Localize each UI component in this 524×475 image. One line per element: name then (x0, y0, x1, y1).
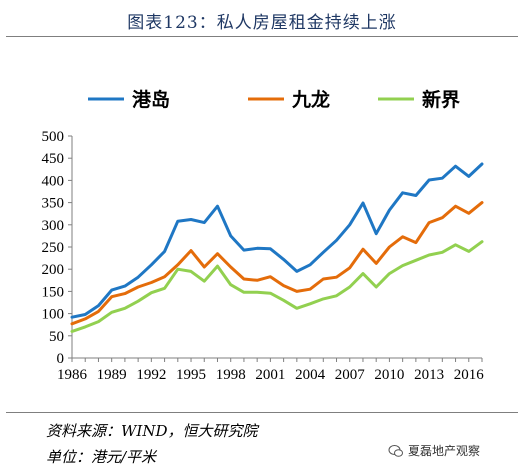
footer-divider (6, 412, 518, 413)
title-divider (6, 36, 518, 37)
legend-label-1: 港岛 (132, 88, 170, 111)
source-note: 资料来源：WIND，恒大研究院 (46, 422, 258, 440)
x-tick-label: 1998 (216, 367, 246, 383)
x-tick-label: 2016 (454, 367, 485, 383)
x-tick-label: 1992 (136, 367, 166, 383)
page-title: 图表123：私人房屋租金持续上涨 (127, 13, 397, 33)
y-tick-label: 450 (42, 151, 65, 167)
x-tick-label: 2010 (374, 367, 404, 383)
x-tick-label: 2007 (335, 367, 366, 383)
y-tick-label: 400 (42, 173, 65, 189)
x-tick-label: 2004 (295, 367, 326, 383)
legend-label-3: 新界 (422, 88, 460, 111)
legend-label-2: 九龙 (291, 88, 330, 111)
series-line-1 (70, 162, 484, 319)
watermark: 夏磊地产观察 (388, 442, 480, 459)
y-tick-label: 50 (49, 329, 64, 345)
series-line-3 (70, 240, 484, 333)
y-tick-label: 500 (42, 129, 65, 145)
unit-note: 单位：港元/平米 (46, 448, 157, 466)
y-tick-label: 350 (42, 196, 65, 212)
y-tick-label: 300 (42, 218, 65, 234)
series-line-2 (70, 201, 484, 326)
watermark-text: 夏磊地产观察 (408, 444, 481, 458)
y-tick-label: 100 (42, 307, 65, 323)
x-tick-label: 2013 (414, 367, 444, 383)
y-tick-label: 200 (42, 262, 65, 278)
y-tick-label: 0 (57, 351, 65, 367)
x-tick-label: 1986 (57, 367, 88, 383)
y-tick-label: 150 (42, 284, 65, 300)
x-tick-label: 2001 (255, 367, 285, 383)
y-tick-label: 250 (42, 240, 65, 256)
rent-line-chart: 0 50 100 150 200 250 300 350 400 450 500 1986 1989 19… (42, 88, 485, 383)
x-tick-label: 1989 (97, 367, 127, 383)
x-tick-label: 1995 (176, 367, 206, 383)
wechat-icon (388, 444, 403, 457)
